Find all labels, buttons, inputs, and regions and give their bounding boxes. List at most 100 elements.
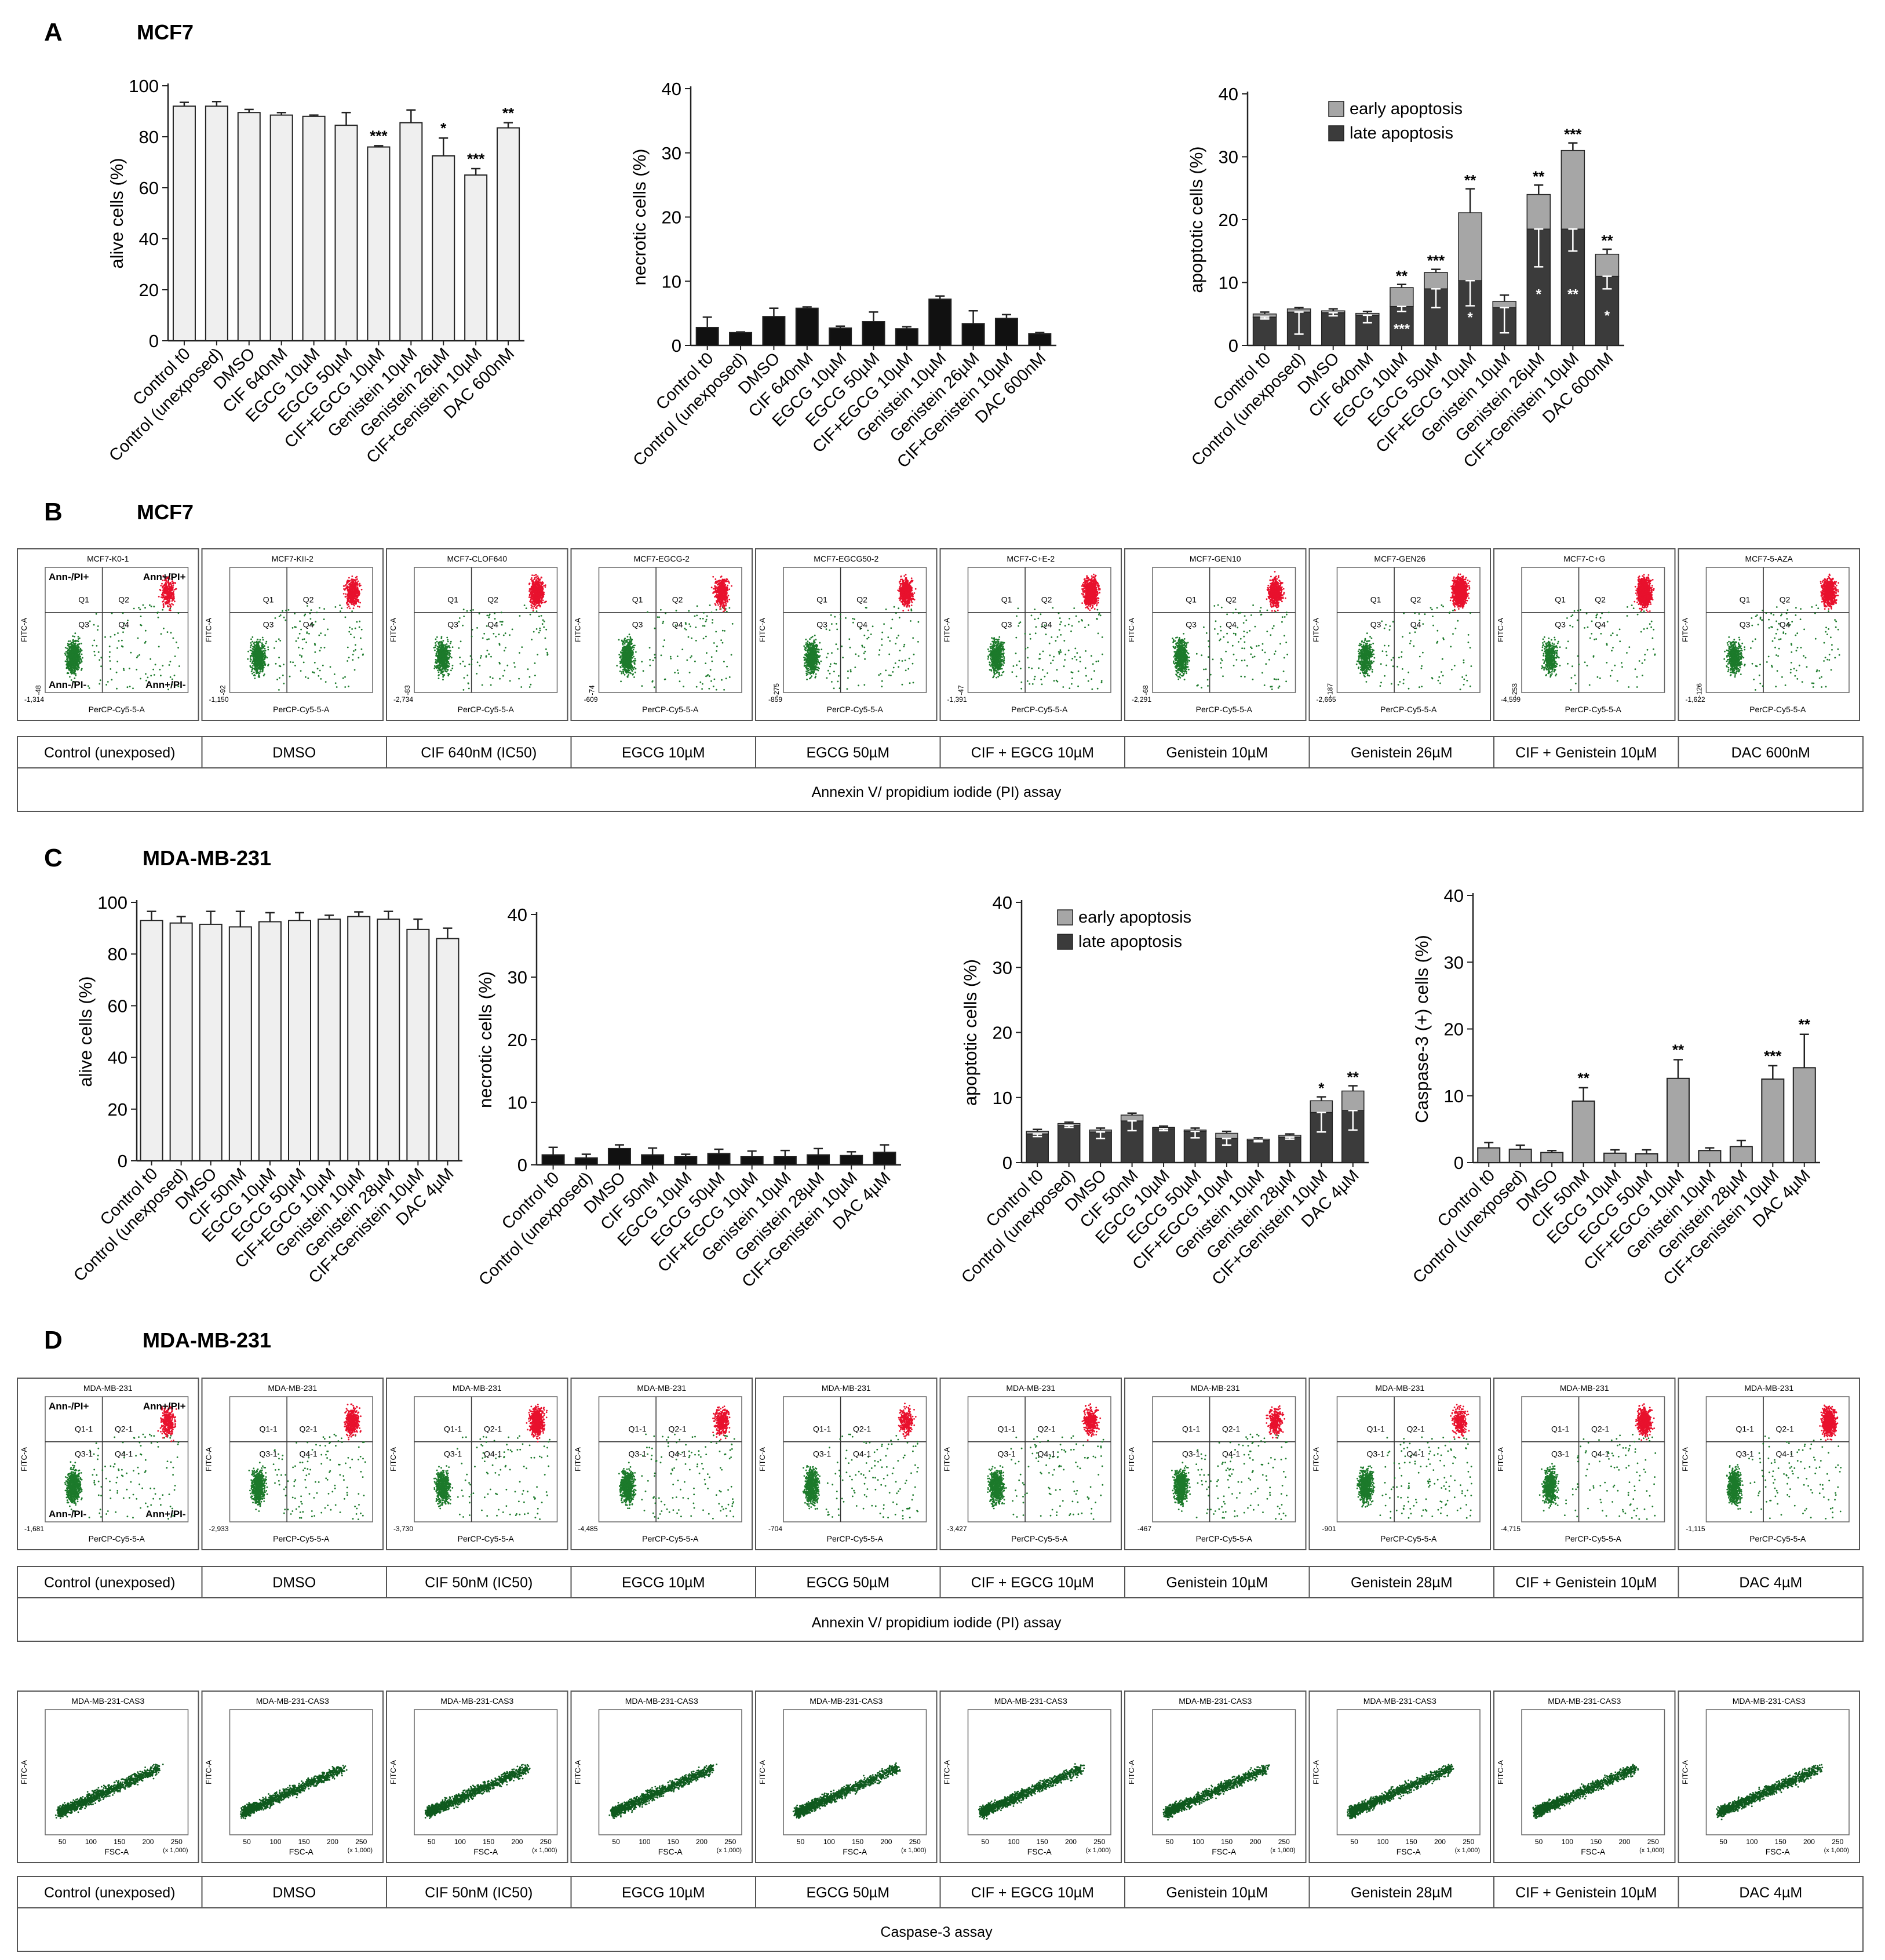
bar-late-apoptosis	[1322, 313, 1345, 345]
bar	[996, 318, 1018, 345]
significance-early: **	[1601, 232, 1613, 249]
event-dot-green	[117, 632, 119, 634]
event-dot-green	[176, 642, 177, 643]
event-dot-green	[82, 657, 83, 659]
bar	[873, 1152, 895, 1165]
event-dot-green	[89, 687, 90, 689]
y-tick-label: 10	[508, 1092, 527, 1113]
event-dot-green	[100, 665, 102, 667]
legend-swatch-early	[1329, 101, 1344, 116]
panel-letter-d: D	[44, 1326, 63, 1354]
event-dot-green	[156, 612, 158, 614]
chart-caspase3-mda: 010203040Caspase-3 (+) cells (%)Control …	[1409, 886, 1820, 1289]
event-dot-green	[92, 645, 94, 647]
event-dot-green	[174, 675, 176, 676]
event-dot-green	[122, 613, 124, 614]
bar-late-apoptosis	[1058, 1125, 1080, 1163]
bar	[863, 322, 885, 345]
y-tick-label: 0	[118, 1151, 127, 1171]
event-dot-green	[99, 683, 100, 685]
event-dot-green	[150, 675, 152, 677]
event-dot-green	[97, 629, 99, 631]
bar	[432, 156, 454, 341]
bar	[1793, 1068, 1815, 1163]
event-dot-green	[78, 636, 79, 637]
bar	[400, 123, 422, 341]
event-dot-green	[109, 646, 111, 647]
bar	[1604, 1153, 1626, 1163]
event-dot-green	[154, 674, 155, 676]
bar	[318, 919, 340, 1161]
event-dot-green	[67, 659, 69, 661]
y-tick-label: 100	[97, 892, 127, 913]
event-dot-green	[140, 615, 142, 617]
event-dot-green	[96, 645, 98, 647]
significance-marker: ***	[370, 127, 388, 144]
y-tick-label: 30	[993, 957, 1012, 978]
event-dot-green	[123, 669, 125, 671]
event-dot-green	[97, 625, 99, 627]
bar	[1029, 334, 1051, 345]
panel-cell-line-c: MDA-MB-231	[143, 846, 271, 870]
bar	[1698, 1150, 1720, 1163]
event-dot-green	[174, 655, 176, 657]
panel-letter-b: B	[44, 498, 63, 526]
panel-letter-c: C	[44, 844, 63, 872]
chart-apoptotic-mcf7: 010203040apoptotic cells (%)Control t0Co…	[1186, 84, 1624, 472]
bar-early-apoptosis	[1390, 287, 1413, 307]
bar	[674, 1157, 697, 1165]
event-dot-green	[79, 637, 81, 639]
event-dot-green	[140, 678, 141, 680]
event-dot-green	[139, 609, 141, 610]
event-dot-green	[100, 679, 101, 681]
bar	[807, 1155, 829, 1165]
legend-label-late: late apoptosis	[1350, 124, 1453, 143]
chart-necrotic-mcf7: 010203040necrotic cells (%)Control t0Con…	[629, 79, 1056, 472]
legend-label-late: late apoptosis	[1078, 932, 1182, 951]
bar	[763, 316, 785, 345]
panel-cell-line-b: MCF7	[137, 500, 194, 524]
y-tick-label: 30	[662, 143, 681, 163]
event-dot-green	[122, 631, 124, 633]
flow-plot-title: MCF7-K0-1	[87, 554, 129, 563]
y-tick-label: 20	[662, 207, 681, 228]
bar	[173, 106, 195, 341]
bar	[229, 927, 251, 1161]
y-axis-label: alive cells (%)	[75, 976, 96, 1087]
y-tick-label: 60	[108, 996, 127, 1016]
y-axis-label: Caspase-3 (+) cells (%)	[1412, 935, 1432, 1123]
significance-early: **	[1533, 167, 1545, 185]
y-tick-label: 20	[993, 1023, 1012, 1043]
event-dot-green	[149, 604, 151, 606]
significance-early: *	[1318, 1080, 1325, 1097]
y-tick-label: 0	[1228, 336, 1238, 356]
event-dot-green	[178, 612, 180, 614]
event-dot-green	[116, 688, 118, 690]
event-dot-green	[98, 651, 100, 653]
y-tick-label: 0	[672, 336, 681, 356]
bar-early-apoptosis	[1493, 301, 1516, 308]
chart-alive-mda: 020406080100alive cells (%)Control t0Con…	[70, 892, 462, 1287]
event-dot-green	[87, 685, 89, 687]
bar	[962, 323, 985, 345]
bar	[840, 1156, 862, 1165]
bar	[641, 1155, 663, 1165]
y-tick-label: 60	[139, 178, 159, 198]
bar	[436, 938, 458, 1161]
bar-early-apoptosis	[1216, 1133, 1238, 1138]
bar	[170, 923, 192, 1161]
flow-y-label: FITC-A	[20, 618, 28, 642]
bar	[367, 147, 389, 341]
bar	[730, 333, 752, 345]
event-dot-green	[151, 606, 152, 607]
event-dot-green	[144, 642, 146, 644]
bar-late-apoptosis	[1247, 1141, 1269, 1163]
event-dot-green	[129, 668, 130, 669]
y-tick-label: 10	[1444, 1086, 1464, 1106]
event-dot-green	[158, 646, 160, 647]
event-dot-green	[109, 651, 111, 653]
y-tick-label: 0	[1454, 1153, 1464, 1173]
y-tick-label: 80	[108, 944, 127, 964]
